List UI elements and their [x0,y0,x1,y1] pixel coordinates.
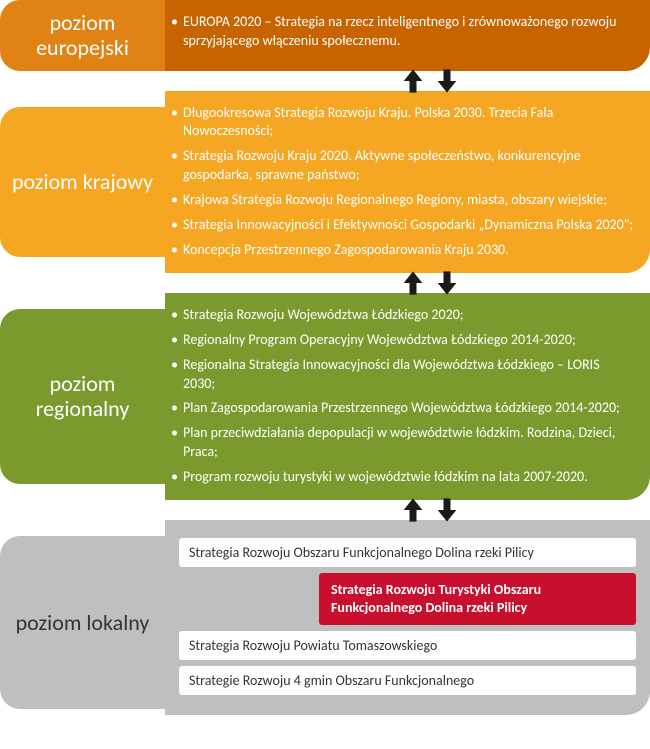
local-box: Strategie Rozwoju 4 gmin Obszaru Funkcjo… [179,666,636,695]
arrow-up-icon [399,269,427,297]
item: Koncepcja Przestrzennego Zagospodarowani… [169,238,634,263]
arrows-1-2 [210,67,650,95]
item: Strategia Rozwoju Województwa Łódzkiego … [169,303,634,328]
label-lokalny: poziom lokalny [0,536,165,709]
item: Strategia Rozwoju Kraju 2020. Aktywne sp… [169,144,634,188]
content-europejski: EUROPA 2020 – Strategia na rzecz intelig… [165,0,650,71]
item: Strategia Innowacyjności i Efektywności … [169,213,634,238]
item: Krajowa Strategia Rozwoju Regionalnego R… [169,188,634,213]
arrows-2-3 [210,269,650,297]
arrow-up-icon [399,496,427,524]
local-box: Strategia Rozwoju Powiatu Tomaszowskiego [179,631,636,660]
local-box: Strategia Rozwoju Obszaru Funkcjonalnego… [179,538,636,567]
arrow-down-icon [433,67,461,95]
content-lokalny: Strategia Rozwoju Obszaru Funkcjonalnego… [165,520,650,715]
item: EUROPA 2020 – Strategia na rzecz intelig… [169,10,634,54]
level-krajowy: poziom krajowy Długookresowa Strategia R… [0,91,650,273]
content-krajowy: Długookresowa Strategia Rozwoju Kraju. P… [165,91,650,273]
item: Program rozwoju turystyki w województwie… [169,465,634,490]
level-europejski: poziom europejski EUROPA 2020 – Strategi… [0,0,650,71]
item: Regionalny Program Operacyjny Województw… [169,328,634,353]
arrows-3-4 [210,496,650,524]
item: Długookresowa Strategia Rozwoju Kraju. P… [169,101,634,145]
arrow-down-icon [433,496,461,524]
label-regionalny: poziom regionalny [0,309,165,484]
item: Regionalna Strategia Innowacyjności dla … [169,353,634,397]
local-highlight: Strategia Rozwoju Turystyki Obszaru Funk… [319,573,636,625]
item: Plan przeciwdziałania depopulacji w woje… [169,421,634,465]
level-lokalny: poziom lokalny Strategia Rozwoju Obszaru… [0,520,650,715]
item: Plan Zagospodarowania Przestrzennego Woj… [169,396,634,421]
arrow-down-icon [433,269,461,297]
content-regionalny: Strategia Rozwoju Województwa Łódzkiego … [165,293,650,500]
level-regionalny: poziom regionalny Strategia Rozwoju Woje… [0,293,650,500]
label-europejski: poziom europejski [0,0,165,71]
label-krajowy: poziom krajowy [0,107,165,257]
arrow-up-icon [399,67,427,95]
